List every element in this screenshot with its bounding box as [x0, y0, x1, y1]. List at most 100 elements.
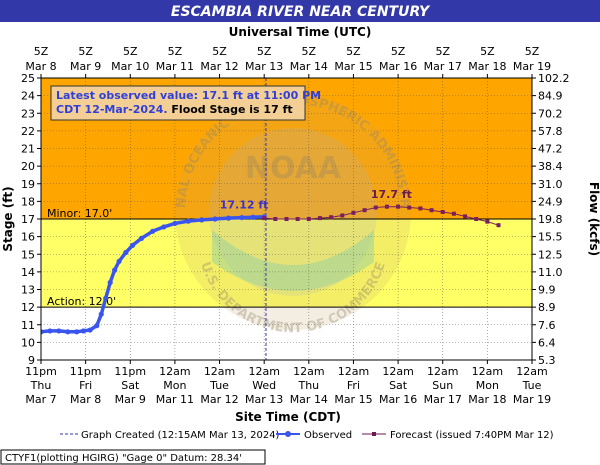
top-axis-ticks: 5Z Mar 8 5Z Mar 9 5Z Mar 10 5Z Mar 11 5Z Mar 12 5Z…	[25, 45, 551, 78]
forecast-point	[317, 216, 322, 221]
left-tick-label: 12	[21, 301, 35, 314]
right-tick-label: 24.9	[538, 195, 563, 208]
forecast-point	[373, 205, 378, 210]
right-tick-label: 47.2	[538, 143, 563, 156]
right-tick-label: 9.9	[538, 284, 556, 297]
right-tick-label: 70.2	[538, 107, 563, 120]
observed-point	[225, 215, 232, 221]
top-tick-time: 5Z	[480, 45, 495, 58]
top-tick-time: 5Z	[123, 45, 138, 58]
left-tick-label: 14	[21, 266, 35, 279]
right-axis-ticks: 102.2 84.9 70.2 57.8 47.2 38.4 31.0 24.9 19.8 15.…	[532, 72, 570, 367]
forecast-series-line	[264, 206, 499, 226]
left-tick-label: 15	[21, 248, 35, 261]
left-tick-label: 16	[21, 231, 35, 244]
top-tick-time: 5Z	[34, 45, 49, 58]
annotations: 17.12 ft 17.7 ft	[220, 188, 412, 212]
bottom-tick-day: Fri	[347, 379, 360, 392]
forecast-point	[329, 215, 334, 220]
bottom-tick-time: 12am	[427, 365, 458, 378]
top-tick-date: Mar 10	[111, 60, 149, 73]
observed-point	[185, 218, 191, 224]
top-tick-date: Mar 15	[334, 60, 372, 73]
right-tick-label: 11.0	[538, 266, 563, 279]
forecast-point	[384, 204, 389, 209]
left-tick-label: 9	[28, 354, 35, 367]
top-tick-date: Mar 18	[468, 60, 506, 73]
observed-point	[74, 329, 80, 335]
right-tick-label: 12.5	[538, 248, 563, 261]
top-tick-date: Mar 17	[424, 60, 462, 73]
left-tick-label: 22	[21, 125, 35, 138]
observed-point	[199, 217, 205, 223]
top-tick-time: 5Z	[78, 45, 93, 58]
bottom-axis-title: Site Time (CDT)	[235, 410, 341, 424]
left-tick-label: 23	[21, 107, 35, 120]
right-tick-label: 38.4	[538, 160, 563, 173]
bottom-tick-date: Mar 18	[468, 393, 506, 406]
observed-point	[94, 323, 100, 329]
forecast-point	[474, 217, 479, 221]
bottom-tick-time: 12am	[293, 365, 324, 378]
top-tick-time: 5Z	[168, 45, 183, 58]
bottom-tick-day: Tue	[522, 379, 542, 392]
forecast-point	[295, 217, 300, 221]
watermark-noaa: NOAA	[245, 151, 342, 186]
top-tick-date: Mar 12	[200, 60, 238, 73]
bottom-tick-time: 11pm	[114, 365, 146, 378]
threshold-label-minor: Minor: 17.0'	[47, 207, 112, 220]
top-tick-date: Mar 14	[290, 60, 328, 73]
forecast-point	[485, 219, 490, 224]
observed-point	[129, 242, 136, 249]
top-tick-date: Mar 11	[156, 60, 194, 73]
forecast-point	[396, 204, 401, 209]
observed-point	[47, 328, 53, 334]
bottom-tick-day: Mon	[476, 379, 499, 392]
title-bar	[0, 0, 600, 22]
bottom-tick-time: 11pm	[25, 365, 57, 378]
observed-point	[112, 267, 118, 273]
latest-value-line1: Latest observed value: 17.1 ft at 11:00 …	[56, 89, 321, 102]
legend: Graph Created (12:15AM Mar 13, 2024) Obs…	[60, 430, 554, 441]
bottom-tick-time: 12am	[159, 365, 190, 378]
bottom-tick-time: 12am	[204, 365, 235, 378]
chart-title: ESCAMBIA RIVER NEAR CENTURY	[171, 4, 431, 20]
observed-point	[41, 329, 44, 335]
top-tick-time: 5Z	[391, 45, 406, 58]
forecast-point	[463, 214, 468, 219]
observed-point	[172, 220, 178, 227]
bottom-tick-date: Mar 12	[200, 393, 238, 406]
observed-point	[87, 327, 93, 333]
bottom-tick-day: Tue	[209, 379, 229, 392]
observed-point	[149, 228, 156, 234]
bottom-tick-day: Wed	[252, 379, 276, 392]
top-axis-title: Universal Time (UTC)	[229, 25, 372, 39]
top-tick-time: 5Z	[525, 45, 540, 58]
left-tick-label: 21	[21, 143, 35, 156]
bottom-tick-date: Mar 13	[245, 393, 283, 406]
bottom-tick-time: 12am	[472, 365, 503, 378]
right-tick-label: 19.8	[538, 213, 563, 226]
bottom-tick-day: Sat	[389, 379, 408, 392]
bottom-tick-date: Mar 15	[334, 393, 372, 406]
forecast-peak-label: 17.7 ft	[371, 188, 412, 201]
top-tick-time: 5Z	[212, 45, 227, 58]
right-axis-title: Flow (kcfs)	[587, 182, 600, 256]
bottom-tick-date: Mar 14	[290, 393, 328, 406]
left-tick-label: 10	[21, 336, 35, 349]
left-tick-label: 13	[21, 284, 35, 297]
left-tick-label: 19	[21, 178, 35, 191]
top-tick-time: 5Z	[302, 45, 317, 58]
bottom-tick-time: 12am	[248, 365, 279, 378]
bottom-tick-day: Fri	[79, 379, 92, 392]
right-tick-label: 7.6	[538, 319, 556, 332]
series-group	[41, 204, 501, 335]
latest-value-date: CDT 12-Mar-2024.	[56, 103, 168, 116]
observed-point	[56, 328, 62, 334]
top-tick-time: 5Z	[257, 45, 272, 58]
observed-peak-label: 17.12 ft	[220, 198, 269, 211]
left-axis-title: Stage (ft)	[1, 186, 15, 251]
forecast-point	[418, 206, 423, 211]
